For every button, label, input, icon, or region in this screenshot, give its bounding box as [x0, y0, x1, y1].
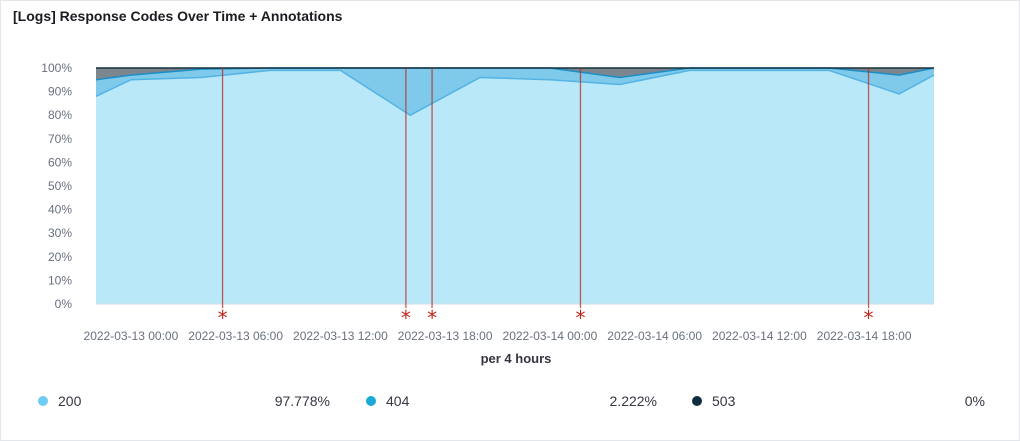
legend-value: 0%: [964, 393, 985, 409]
series-area-503: [96, 68, 934, 80]
panel-title: [Logs] Response Codes Over Time + Annota…: [13, 8, 343, 24]
y-tick-label: 20%: [48, 250, 72, 264]
y-tick-label: 40%: [48, 203, 72, 217]
legend-item-404[interactable]: 404: [366, 390, 409, 412]
x-tick-label: 2022-03-13 18:00: [398, 329, 493, 343]
x-tick-label: 2022-03-13 12:00: [293, 329, 388, 343]
series-area-404: [96, 68, 934, 116]
legend-label: 503: [712, 393, 736, 409]
series-line-200: [95, 69, 935, 117]
x-axis-title: per 4 hours: [481, 351, 552, 366]
y-tick-label: 90%: [48, 85, 72, 99]
legend-color-dot-icon: [366, 396, 376, 407]
legend-label: 200: [58, 393, 82, 409]
series-area-200: [96, 70, 934, 304]
y-tick-label: 80%: [48, 108, 72, 122]
y-tick-label: 100%: [41, 61, 72, 75]
x-tick-label: 2022-03-14 00:00: [503, 329, 598, 343]
x-tick-label: 2022-03-14 06:00: [607, 329, 702, 343]
annotation-marker: *: [575, 306, 585, 330]
y-tick-label: 70%: [48, 132, 72, 146]
y-tick-label: 10%: [48, 273, 72, 287]
y-tick-label: 30%: [48, 226, 72, 240]
y-tick-label: 0%: [55, 297, 73, 311]
stacked-area-chart: 0% 10% 20% 30% 40% 50% 60% 70% 80% 90% 100% 2022-03…: [41, 61, 935, 366]
legend-item-200[interactable]: 200: [38, 390, 81, 412]
annotation-marker: *: [864, 306, 874, 330]
legend-value: 97.778%: [274, 393, 330, 409]
legend-label: 404: [386, 393, 410, 409]
x-tick-label: 2022-03-13 00:00: [84, 329, 179, 343]
annotation-marker: *: [427, 306, 437, 330]
y-tick-label: 60%: [48, 155, 72, 169]
legend-color-dot-icon: [38, 396, 48, 407]
x-tick-label: 2022-03-14 12:00: [712, 329, 807, 343]
annotation-marker: *: [401, 306, 411, 330]
annotation-marker: *: [218, 306, 228, 330]
legend-value: 2.222%: [609, 393, 657, 409]
y-tick-label: 50%: [48, 179, 72, 193]
legend-color-dot-icon: [692, 396, 702, 407]
x-tick-label: 2022-03-13 06:00: [188, 329, 283, 343]
legend-item-503[interactable]: 503: [692, 390, 735, 412]
x-tick-label: 2022-03-14 18:00: [817, 329, 912, 343]
chart-legend: 200 97.778% 404 2.222% 503 0%: [0, 390, 1020, 412]
